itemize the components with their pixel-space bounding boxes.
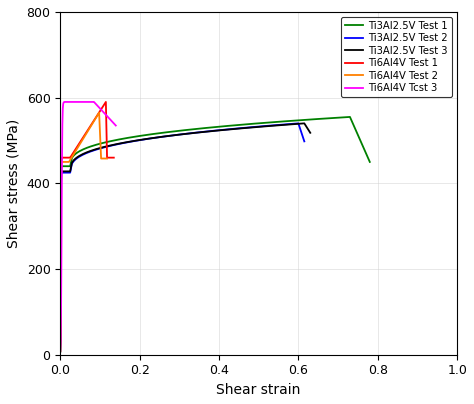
Ti3Al2.5V Test 1 [93,142,99,147]
Ti3Al2.5V Test 3 [116,141,122,146]
Line: Ti6Al4V Test 2: Ti6Al4V Test 2 [60,113,107,351]
Ti3Al2.5V Test 3 [174,133,180,137]
Ti3Al2.5V Test 3 [57,349,63,354]
Ti6Al4V Test 2 [75,145,81,150]
Ti6Al4V Test 1 [57,349,63,354]
Ti6Al4V Tcst 3 [81,99,86,104]
Ti6Al4V Test 2 [60,160,65,164]
Ti6Al4V Test 1 [61,155,67,160]
Ti3Al2.5V Test 1 [321,116,327,121]
Ti3Al2.5V Test 1 [334,115,340,120]
Ti3Al2.5V Test 3 [120,141,126,145]
Ti3Al2.5V Test 1 [86,145,92,149]
Ti6Al4V Tcst 3 [71,99,77,104]
Ti6Al4V Tcst 3 [113,123,118,128]
Line: Ti6Al4V Tcst 3: Ti6Al4V Tcst 3 [60,102,116,350]
Ti6Al4V Test 2 [96,110,102,115]
Ti3Al2.5V Test 3 [301,121,307,126]
Ti6Al4V Test 1 [111,155,117,160]
Ti6Al4V Test 1 [64,155,70,160]
Ti6Al4V Tcst 3 [57,348,63,353]
Ti3Al2.5V Test 1 [193,126,199,131]
Ti3Al2.5V Test 2 [301,139,307,144]
Ti3Al2.5V Test 1 [347,114,353,119]
Ti6Al4V Test 2 [80,136,86,141]
Ti6Al4V Tcst 3 [111,122,117,126]
Ti6Al4V Test 2 [66,160,72,164]
Ti3Al2.5V Test 2 [273,123,278,128]
Ti3Al2.5V Test 2 [249,125,255,130]
Ti3Al2.5V Test 3 [62,169,68,174]
Ti3Al2.5V Test 1 [341,115,347,120]
X-axis label: Shear strain: Shear strain [217,383,301,397]
Line: Ti6Al4V Test 1: Ti6Al4V Test 1 [60,102,114,351]
Y-axis label: Shear stress (MPa): Shear stress (MPa) [7,119,21,248]
Ti6Al4V Tcst 3 [79,99,85,104]
Ti3Al2.5V Test 1 [367,160,373,164]
Ti6Al4V Test 1 [103,99,109,104]
Ti6Al4V Test 1 [66,155,72,160]
Line: Ti3Al2.5V Test 3: Ti3Al2.5V Test 3 [60,123,310,351]
Ti6Al4V Test 2 [63,160,68,164]
Ti6Al4V Test 1 [65,155,71,160]
Ti3Al2.5V Test 3 [151,135,156,140]
Ti3Al2.5V Test 3 [194,130,200,135]
Ti6Al4V Tcst 3 [72,99,77,104]
Line: Ti3Al2.5V Test 2: Ti3Al2.5V Test 2 [60,123,304,351]
Ti3Al2.5V Test 2 [159,135,165,139]
Ti6Al4V Test 2 [57,349,63,354]
Ti3Al2.5V Test 2 [295,121,301,126]
Ti6Al4V Test 1 [64,155,69,160]
Ti6Al4V Test 2 [61,160,67,164]
Ti3Al2.5V Test 1 [57,349,63,354]
Ti3Al2.5V Test 2 [60,170,65,175]
Ti6Al4V Tcst 3 [109,118,114,123]
Ti3Al2.5V Test 2 [71,159,76,164]
Ti3Al2.5V Test 3 [308,130,313,135]
Line: Ti3Al2.5V Test 1: Ti3Al2.5V Test 1 [60,117,370,351]
Legend: Ti3Al2.5V Test 1, Ti3Al2.5V Test 2, Ti3Al2.5V Test 3, Ti6Al4V Test 1, Ti6Al4V Te: Ti3Al2.5V Test 1, Ti3Al2.5V Test 2, Ti3A… [341,17,452,97]
Ti6Al4V Tcst 3 [91,99,96,104]
Ti6Al4V Test 2 [104,156,110,161]
Ti3Al2.5V Test 2 [57,349,63,354]
Ti3Al2.5V Test 2 [285,122,291,126]
Ti6Al4V Test 1 [71,149,77,154]
